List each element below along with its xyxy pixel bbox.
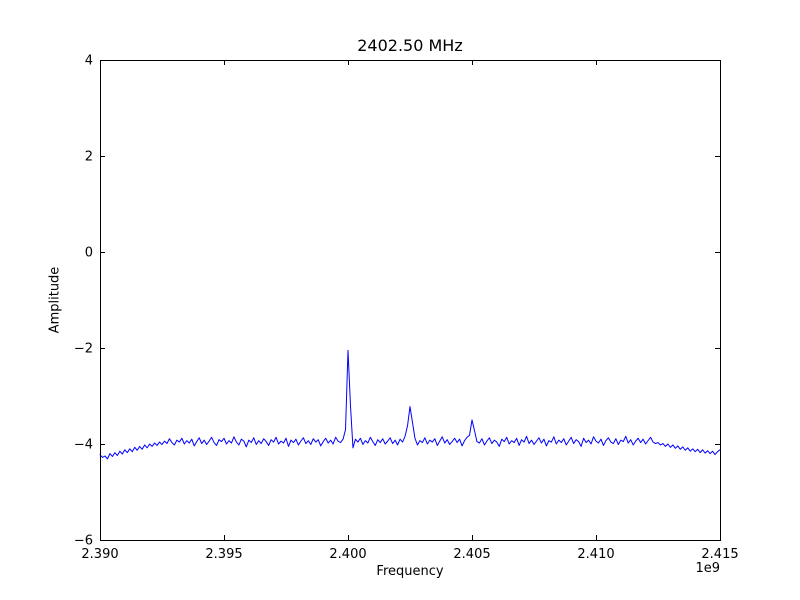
y-tick-label: 2 <box>85 150 93 165</box>
x-tick-label: 2.400 <box>329 547 366 562</box>
x-tick-label: 2.395 <box>205 547 242 562</box>
y-tick-label: −4 <box>74 438 93 453</box>
x-axis-label: Frequency <box>376 564 444 579</box>
x-tick-label: 2.390 <box>81 547 118 562</box>
y-tick-label: 0 <box>85 246 93 261</box>
plot-border <box>100 60 721 541</box>
y-tick-label: −6 <box>74 534 93 549</box>
axis-ticks <box>100 60 721 541</box>
x-axis-offset-label: 1e9 <box>695 561 720 576</box>
x-tick-label: 2.410 <box>577 547 614 562</box>
y-tick-label: 4 <box>85 54 93 69</box>
y-axis-label: Amplitude <box>47 266 63 334</box>
axis-tick-labels: 2.390 2.395 2.400 2.405 2.410 2.415 4 2 0 −2 −4 −6 <box>74 54 739 563</box>
chart-title: 2402.50 MHz <box>357 36 463 55</box>
x-tick-label: 2.415 <box>701 547 738 562</box>
x-tick-label: 2.405 <box>453 547 490 562</box>
spectrum-line <box>99 349 721 460</box>
y-tick-label: −2 <box>74 342 93 357</box>
